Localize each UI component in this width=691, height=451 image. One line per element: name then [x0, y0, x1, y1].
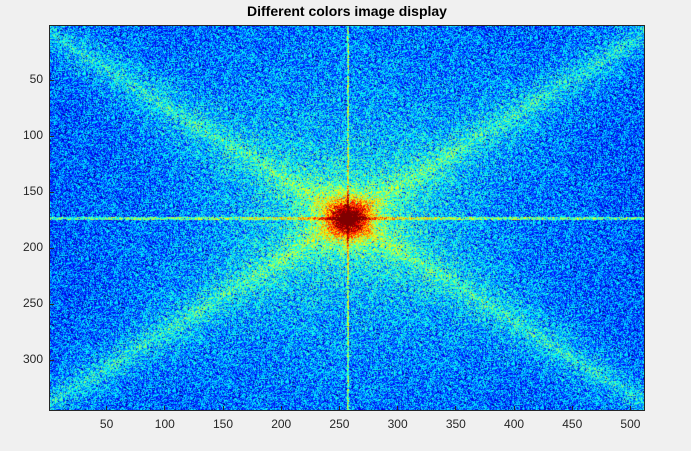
y-tick-mark: [49, 247, 54, 249]
x-tick-mark: [397, 406, 399, 411]
x-tick-mark: [338, 406, 340, 411]
x-tick-mark: [222, 406, 224, 411]
y-tick-mark: [49, 79, 54, 81]
y-tick-label: 150: [22, 184, 43, 199]
plot-axes: [49, 25, 645, 411]
x-tick-label: 450: [562, 417, 583, 431]
y-tick-mark: [49, 359, 54, 361]
x-tick-label: 100: [154, 417, 175, 431]
x-tick-mark: [629, 406, 631, 411]
y-tick-label: 200: [22, 240, 43, 255]
x-tick-mark: [106, 406, 108, 411]
x-tick-label: 200: [271, 417, 292, 431]
x-tick-label: 300: [387, 417, 408, 431]
x-tick-mark: [164, 406, 166, 411]
x-tick-label: 250: [329, 417, 350, 431]
x-tick-label: 50: [99, 417, 114, 431]
y-tick-mark: [49, 303, 54, 305]
x-tick-mark: [571, 406, 573, 411]
y-tick-label: 100: [22, 128, 43, 143]
x-tick-label: 350: [445, 417, 466, 431]
x-tick-mark: [455, 406, 457, 411]
y-tick-label: 50: [29, 72, 43, 87]
x-tick-mark: [513, 406, 515, 411]
y-tick-mark: [49, 135, 54, 137]
x-tick-mark: [280, 406, 282, 411]
y-tick-label: 300: [22, 352, 43, 367]
y-tick-mark: [49, 191, 54, 193]
x-tick-label: 150: [213, 417, 234, 431]
y-tick-label: 250: [22, 296, 43, 311]
plot-title: Different colors image display: [247, 3, 447, 19]
spectrum-heatmap: [50, 26, 644, 410]
x-tick-label: 500: [620, 417, 641, 431]
x-tick-label: 400: [504, 417, 525, 431]
